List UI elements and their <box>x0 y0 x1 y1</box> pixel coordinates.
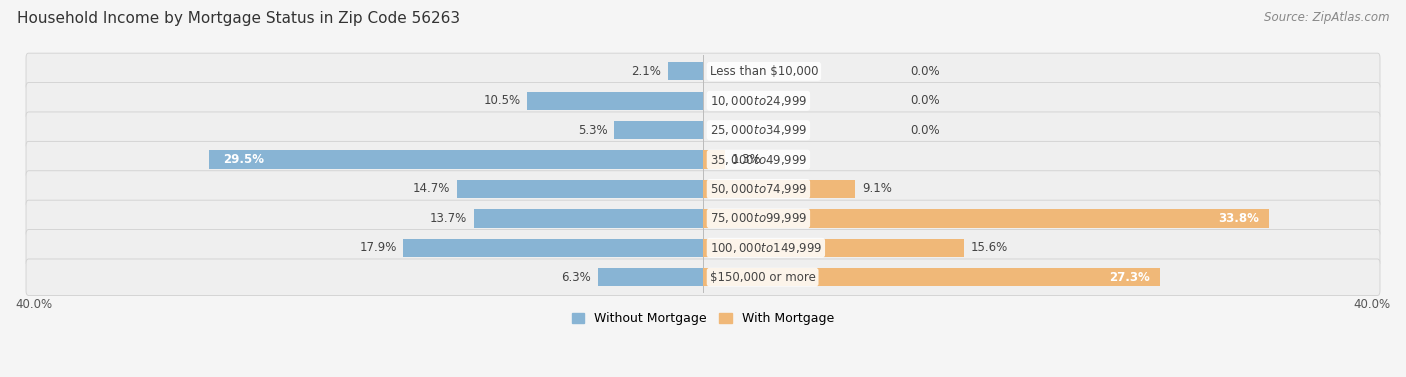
Bar <box>614 121 703 139</box>
Text: 27.3%: 27.3% <box>1109 271 1150 284</box>
Text: 0.0%: 0.0% <box>911 124 941 137</box>
Text: 1.3%: 1.3% <box>731 153 761 166</box>
Bar <box>598 268 703 286</box>
Text: $75,000 to $99,999: $75,000 to $99,999 <box>710 211 807 225</box>
Bar <box>703 180 855 198</box>
Text: Household Income by Mortgage Status in Zip Code 56263: Household Income by Mortgage Status in Z… <box>17 11 460 26</box>
FancyBboxPatch shape <box>27 83 1379 119</box>
Text: $35,000 to $49,999: $35,000 to $49,999 <box>710 153 807 167</box>
FancyBboxPatch shape <box>27 53 1379 90</box>
FancyBboxPatch shape <box>27 112 1379 149</box>
Text: $150,000 or more: $150,000 or more <box>710 271 815 284</box>
FancyBboxPatch shape <box>27 259 1379 296</box>
Text: 5.3%: 5.3% <box>578 124 607 137</box>
Text: $100,000 to $149,999: $100,000 to $149,999 <box>710 241 823 255</box>
Bar <box>703 239 965 257</box>
Text: $25,000 to $34,999: $25,000 to $34,999 <box>710 123 807 137</box>
Bar <box>668 62 703 81</box>
FancyBboxPatch shape <box>27 141 1379 178</box>
Text: 6.3%: 6.3% <box>561 271 591 284</box>
Bar <box>703 150 724 169</box>
Text: 0.0%: 0.0% <box>911 94 941 107</box>
Text: Source: ZipAtlas.com: Source: ZipAtlas.com <box>1264 11 1389 24</box>
Text: 2.1%: 2.1% <box>631 65 661 78</box>
Text: $10,000 to $24,999: $10,000 to $24,999 <box>710 94 807 108</box>
Text: 33.8%: 33.8% <box>1218 212 1258 225</box>
Text: 0.0%: 0.0% <box>911 65 941 78</box>
Bar <box>457 180 703 198</box>
Text: 15.6%: 15.6% <box>970 241 1008 254</box>
Text: 14.7%: 14.7% <box>413 182 450 196</box>
Text: 29.5%: 29.5% <box>222 153 264 166</box>
Bar <box>474 209 703 227</box>
Bar <box>527 92 703 110</box>
Bar <box>209 150 703 169</box>
FancyBboxPatch shape <box>27 171 1379 207</box>
Bar <box>703 209 1268 227</box>
Bar <box>404 239 703 257</box>
Text: 13.7%: 13.7% <box>430 212 467 225</box>
Bar <box>703 268 1160 286</box>
Text: Less than $10,000: Less than $10,000 <box>710 65 818 78</box>
Text: 9.1%: 9.1% <box>862 182 891 196</box>
Text: 10.5%: 10.5% <box>484 94 520 107</box>
Text: 17.9%: 17.9% <box>360 241 396 254</box>
FancyBboxPatch shape <box>27 230 1379 266</box>
FancyBboxPatch shape <box>27 200 1379 237</box>
Legend: Without Mortgage, With Mortgage: Without Mortgage, With Mortgage <box>567 307 839 330</box>
Text: $50,000 to $74,999: $50,000 to $74,999 <box>710 182 807 196</box>
